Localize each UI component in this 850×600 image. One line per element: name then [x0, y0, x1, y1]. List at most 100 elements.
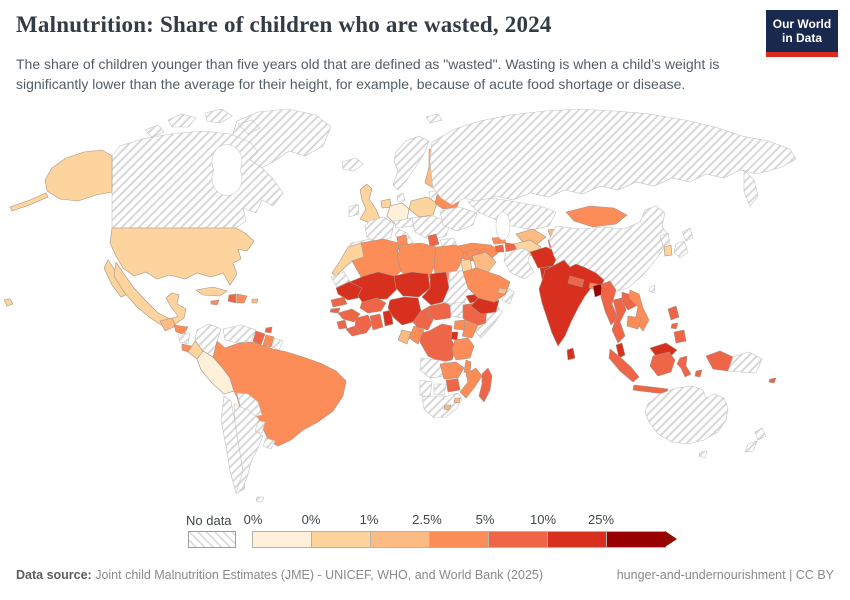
legend-segment-b6[interactable]	[606, 531, 666, 548]
footer-right-text[interactable]: hunger-and-undernourishment | CC BY	[616, 568, 834, 582]
country-nepal[interactable]	[567, 275, 585, 288]
country-honduras[interactable]	[173, 324, 189, 335]
country-uk[interactable]	[359, 183, 381, 224]
country-japan-n[interactable]	[681, 227, 694, 242]
country-cambodia[interactable]	[626, 315, 642, 330]
country-oman[interactable]	[501, 287, 515, 305]
country-alaska[interactable]	[44, 149, 113, 202]
country-venezuela[interactable]	[222, 324, 257, 344]
country-zimbabwe[interactable]	[445, 378, 461, 393]
country-nz-south[interactable]	[744, 440, 758, 453]
country-skorea[interactable]	[663, 244, 673, 257]
country-vietnam[interactable]	[628, 289, 650, 332]
country-nz-north[interactable]	[754, 427, 767, 441]
country-nkorea[interactable]	[659, 232, 671, 247]
country-gabon[interactable]	[397, 329, 412, 345]
country-wsahara[interactable]	[330, 271, 351, 288]
country-trinidad[interactable]	[264, 326, 273, 334]
country-domrep[interactable]	[236, 293, 248, 304]
country-mozambique[interactable]	[459, 367, 483, 399]
country-australia[interactable]	[644, 385, 729, 445]
country-zambia[interactable]	[439, 361, 465, 380]
legend-segment-b0[interactable]	[252, 531, 312, 548]
country-nicaragua[interactable]	[177, 332, 191, 345]
country-mexico[interactable]	[113, 261, 187, 326]
country-lesotho[interactable]	[443, 404, 452, 411]
country-sulawesi[interactable]	[676, 355, 692, 378]
legend-segment-b4[interactable]	[488, 531, 548, 548]
country-canada-arctic4[interactable]	[144, 124, 165, 138]
country-aleutians[interactable]	[9, 192, 49, 212]
country-luzon[interactable]	[667, 305, 680, 321]
country-denmark[interactable]	[396, 192, 406, 203]
country-somalia[interactable]	[473, 304, 503, 339]
country-svalbard[interactable]	[425, 113, 443, 124]
country-canada-arctic1[interactable]	[167, 113, 197, 128]
country-haiti[interactable]	[227, 293, 237, 304]
country-guineabissau[interactable]	[329, 307, 341, 314]
legend-segment-b2[interactable]	[370, 531, 430, 548]
country-japan-s[interactable]	[673, 240, 689, 259]
country-sumatra[interactable]	[608, 348, 640, 383]
country-maluku[interactable]	[694, 369, 703, 378]
country-uruguay[interactable]	[262, 437, 276, 450]
country-ukraine[interactable]	[439, 206, 478, 232]
country-togo-benin[interactable]	[382, 309, 394, 327]
country-madagascar[interactable]	[478, 367, 493, 403]
country-armenia[interactable]	[494, 244, 505, 253]
country-uae[interactable]	[497, 287, 508, 295]
country-senegal[interactable]	[330, 296, 348, 308]
country-mongolia[interactable]	[565, 205, 628, 228]
country-srilanka[interactable]	[566, 347, 576, 361]
country-yemen[interactable]	[470, 297, 500, 315]
legend-no-data-swatch[interactable]	[188, 531, 236, 548]
country-kazakhstan[interactable]	[467, 197, 557, 231]
country-malaysia-pen[interactable]	[615, 342, 626, 359]
country-eswatini[interactable]	[453, 397, 461, 404]
country-argentina[interactable]	[233, 403, 264, 494]
owid-logo[interactable]: Our World in Data	[766, 10, 838, 57]
country-serbia[interactable]	[427, 233, 440, 248]
country-mindanao[interactable]	[673, 329, 687, 344]
country-uganda[interactable]	[453, 319, 466, 331]
legend-segment-b3[interactable]	[429, 531, 489, 548]
country-iceland[interactable]	[341, 157, 364, 172]
country-visayas[interactable]	[670, 322, 679, 330]
country-fiji[interactable]	[768, 377, 777, 384]
country-kenya[interactable]	[461, 319, 479, 339]
country-congo[interactable]	[408, 325, 425, 345]
country-uzbekistan[interactable]	[515, 228, 547, 246]
country-burkina[interactable]	[359, 297, 387, 314]
country-centraleurope[interactable]	[411, 215, 451, 241]
country-canada-arctic3[interactable]	[237, 119, 261, 135]
country-rwanda-burundi[interactable]	[450, 331, 459, 341]
country-norway-sweden[interactable]	[392, 135, 430, 191]
legend-segment-b1[interactable]	[311, 531, 371, 548]
country-ireland[interactable]	[348, 203, 360, 218]
country-brazil[interactable]	[212, 340, 347, 447]
country-hawaii[interactable]	[3, 298, 14, 307]
country-kamchatka[interactable]	[743, 169, 759, 207]
country-puertorico[interactable]	[251, 298, 259, 304]
country-ghana[interactable]	[369, 313, 384, 331]
country-iran[interactable]	[503, 247, 535, 280]
country-chile[interactable]	[220, 395, 246, 494]
country-russia[interactable]	[429, 108, 797, 206]
country-niger[interactable]	[393, 271, 431, 298]
country-taiwan[interactable]	[648, 284, 656, 294]
country-png[interactable]	[727, 351, 763, 374]
country-iraq[interactable]	[471, 251, 497, 273]
country-jamaica[interactable]	[210, 299, 220, 306]
country-namibia[interactable]	[419, 379, 433, 399]
country-sierraleone[interactable]	[336, 319, 348, 330]
country-mali[interactable]	[349, 271, 398, 304]
country-tasmania[interactable]	[698, 450, 708, 459]
country-suriname[interactable]	[262, 334, 275, 348]
country-frguiana[interactable]	[271, 337, 284, 351]
country-botswana[interactable]	[433, 383, 447, 396]
country-car[interactable]	[427, 302, 457, 321]
legend-segment-b5[interactable]	[547, 531, 607, 548]
country-canada-arctic2[interactable]	[204, 108, 233, 124]
country-falklands[interactable]	[255, 496, 265, 503]
